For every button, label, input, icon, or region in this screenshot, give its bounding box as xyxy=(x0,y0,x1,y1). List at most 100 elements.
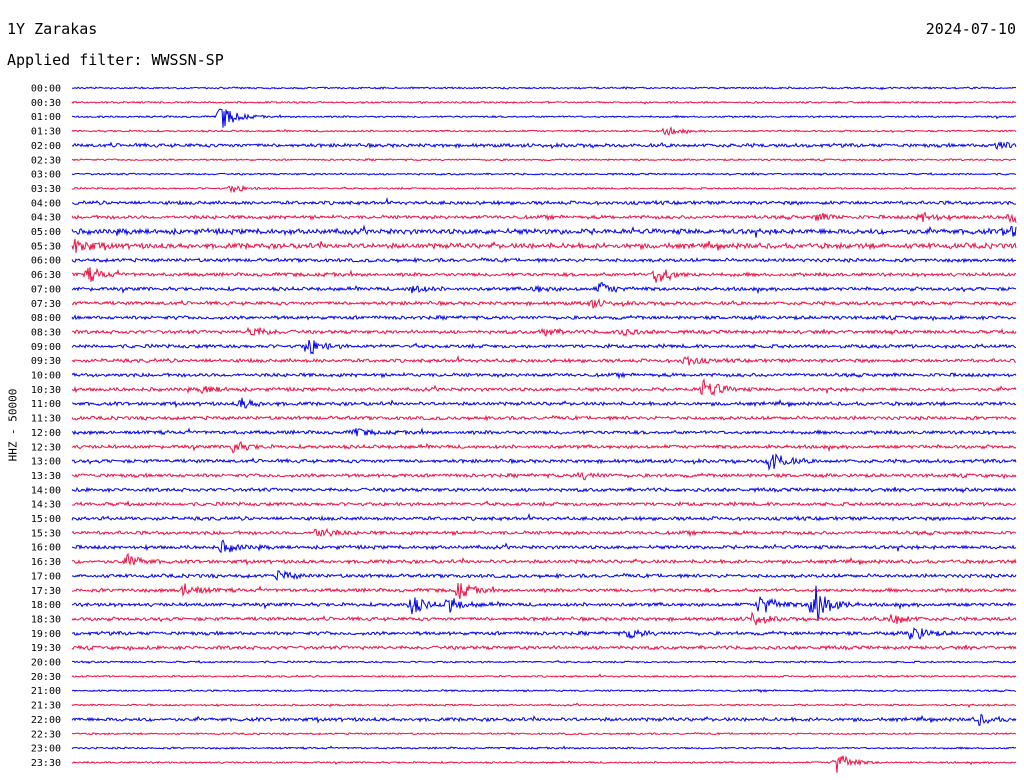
tick-label-0900: 09:00 xyxy=(31,342,61,353)
tick-label-2330: 23:30 xyxy=(31,758,61,769)
trace-row-1430 xyxy=(71,500,1017,507)
trace-row-0330 xyxy=(71,184,1017,194)
trace-row-1330 xyxy=(71,471,1017,481)
trace-row-0300 xyxy=(71,171,1016,177)
trace-row-1830 xyxy=(71,611,1017,626)
tick-label-1630: 16:30 xyxy=(31,557,61,568)
trace-row-1930 xyxy=(71,644,1017,652)
tick-label-0300: 03:00 xyxy=(31,170,61,181)
tick-label-0630: 06:30 xyxy=(31,270,61,281)
trace-row-0800 xyxy=(71,314,1017,322)
trace-row-1030 xyxy=(71,378,1017,397)
trace-row-1230 xyxy=(71,441,1017,454)
tick-label-2130: 21:30 xyxy=(31,701,61,712)
trace-row-1800 xyxy=(71,585,1017,622)
tick-label-0800: 08:00 xyxy=(31,313,61,324)
station-title: 1Y Zarakas xyxy=(7,20,98,38)
trace-row-1730 xyxy=(72,583,1017,600)
tick-label-1800: 18:00 xyxy=(31,600,61,611)
tick-label-1200: 12:00 xyxy=(31,428,61,439)
trace-row-0730 xyxy=(71,297,1017,309)
tick-label-0100: 01:00 xyxy=(31,112,61,123)
trace-row-1630 xyxy=(71,552,1017,566)
tick-label-1330: 13:30 xyxy=(31,471,61,482)
trace-row-0900 xyxy=(71,339,1017,355)
trace-row-1100 xyxy=(71,397,1017,409)
tick-label-0330: 03:30 xyxy=(31,184,61,195)
tick-label-0200: 02:00 xyxy=(31,141,61,152)
tick-label-1730: 17:30 xyxy=(31,586,61,597)
tick-label-1830: 18:30 xyxy=(31,614,61,625)
tick-label-1400: 14:00 xyxy=(31,485,61,496)
trace-row-0600 xyxy=(71,256,1016,264)
trace-row-2100 xyxy=(71,688,1017,694)
trace-row-0930 xyxy=(71,354,1017,366)
trace-row-1200 xyxy=(71,427,1017,437)
tick-label-0730: 07:30 xyxy=(31,299,61,310)
tick-label-0430: 04:30 xyxy=(31,213,61,224)
tick-label-0000: 00:00 xyxy=(31,84,61,95)
tick-label-1530: 15:30 xyxy=(31,528,61,539)
tick-label-2300: 23:00 xyxy=(31,744,61,755)
tick-label-2030: 20:30 xyxy=(31,672,61,683)
tick-label-0130: 01:30 xyxy=(31,127,61,138)
tick-label-1500: 15:00 xyxy=(31,514,61,525)
tick-label-1900: 19:00 xyxy=(31,629,61,640)
trace-row-0430 xyxy=(71,211,1017,224)
tick-label-2230: 22:30 xyxy=(31,729,61,740)
tick-label-1300: 13:00 xyxy=(31,457,61,468)
trace-row-0230 xyxy=(71,158,1017,162)
tick-label-1100: 11:00 xyxy=(31,399,61,410)
tick-label-1000: 10:00 xyxy=(31,371,61,382)
tick-label-1930: 19:30 xyxy=(31,643,61,654)
filter-label: Applied filter: WWSSN-SP xyxy=(7,51,224,69)
trace-row-1500 xyxy=(71,512,1017,522)
trace-row-1530 xyxy=(71,527,1017,538)
trace-row-0130 xyxy=(71,125,1017,136)
trace-row-2000 xyxy=(71,659,1017,665)
trace-row-1700 xyxy=(71,570,1017,582)
tick-label-1230: 12:30 xyxy=(31,442,61,453)
tick-label-0030: 00:30 xyxy=(31,98,61,109)
tick-label-0700: 07:00 xyxy=(31,284,61,295)
trace-row-2230 xyxy=(71,731,1017,736)
trace-row-2030 xyxy=(71,673,1017,679)
trace-row-0700 xyxy=(71,281,1017,295)
tick-label-0930: 09:30 xyxy=(31,356,61,367)
trace-row-0100 xyxy=(71,108,1017,128)
seismic-traces xyxy=(71,86,1017,773)
trace-row-1900 xyxy=(72,627,1017,640)
tick-label-0230: 02:30 xyxy=(31,155,61,166)
tick-label-2200: 22:00 xyxy=(31,715,61,726)
trace-row-0000 xyxy=(71,86,1017,91)
trace-row-0830 xyxy=(71,326,1017,337)
tick-label-0400: 04:00 xyxy=(31,198,61,209)
tick-label-1130: 11:30 xyxy=(31,414,61,425)
trace-row-2130 xyxy=(71,702,1016,709)
trace-row-0200 xyxy=(71,141,1017,150)
tick-label-0830: 08:30 xyxy=(31,327,61,338)
trace-row-1300 xyxy=(71,452,1017,471)
tick-label-1600: 16:00 xyxy=(31,543,61,554)
tick-label-2100: 21:00 xyxy=(31,686,61,697)
trace-row-1400 xyxy=(71,486,1017,494)
trace-row-2300 xyxy=(71,745,1016,750)
tick-label-1030: 10:30 xyxy=(31,385,61,396)
tick-label-0600: 06:00 xyxy=(31,256,61,267)
time-tick-labels: 00:00 00:30 01:00 01:30 02:00 02:30 03:00 03:30… xyxy=(31,84,61,769)
tick-label-0500: 05:00 xyxy=(31,227,61,238)
trace-row-0530 xyxy=(71,238,1017,253)
trace-row-2330 xyxy=(71,755,1017,773)
trace-row-0030 xyxy=(71,100,1017,105)
tick-label-0530: 05:30 xyxy=(31,241,61,252)
trace-row-1000 xyxy=(71,371,1017,380)
trace-row-0500 xyxy=(71,224,1017,238)
trace-row-2200 xyxy=(71,714,1017,726)
trace-row-1600 xyxy=(71,539,1017,554)
trace-row-1130 xyxy=(71,414,1017,422)
tick-label-1700: 17:00 xyxy=(31,571,61,582)
tick-label-1430: 14:30 xyxy=(31,500,61,511)
trace-row-0400 xyxy=(71,196,1016,207)
date-label: 2024-07-10 xyxy=(925,20,1016,38)
